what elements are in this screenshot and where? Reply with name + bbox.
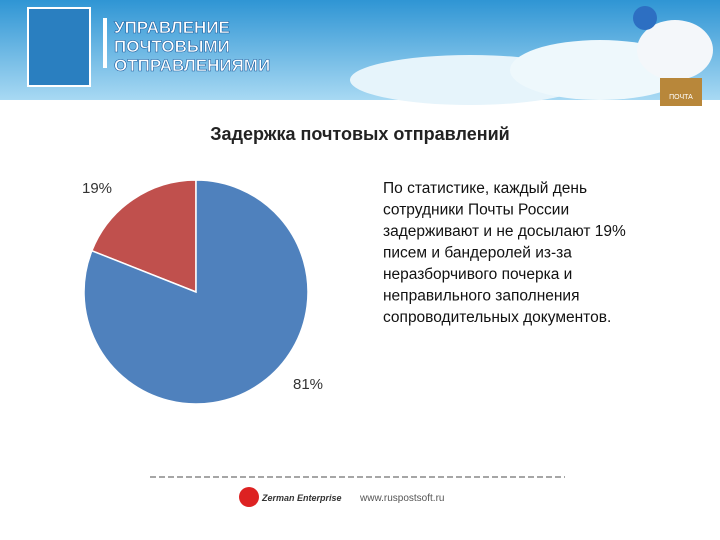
description-line: По статистике, каждый день bbox=[383, 180, 587, 197]
header-title-line: ОТПРАВЛЕНИЯМИ bbox=[114, 56, 270, 75]
value-label: 19% bbox=[82, 180, 112, 197]
description-line: сотрудники Почты России bbox=[383, 202, 569, 219]
company-name: Zerman Enterprise bbox=[261, 493, 342, 503]
description-line: неправильного заполнения bbox=[383, 288, 579, 305]
description-line: сопроводительных документов. bbox=[383, 309, 611, 326]
pie-slice bbox=[90, 179, 197, 294]
bird bbox=[637, 20, 713, 80]
bag-label: ПОЧТА bbox=[669, 94, 693, 101]
divider bbox=[103, 18, 107, 68]
pie-slice bbox=[83, 179, 309, 405]
value-label: 81% bbox=[293, 376, 323, 393]
header-title-line: ПОЧТОВЫМИ bbox=[114, 37, 230, 56]
description-line: писем и бандеролей из-за bbox=[383, 245, 572, 262]
header-title-line: УПРАВЛЕНИЕ bbox=[114, 18, 230, 37]
footer-url: www.ruspostsoft.ru bbox=[359, 493, 444, 504]
company-logo bbox=[239, 487, 259, 507]
bag bbox=[660, 78, 702, 106]
chart-title: Задержка почтовых отправлений bbox=[210, 124, 509, 144]
pie bbox=[83, 179, 309, 405]
bird-cap bbox=[633, 6, 657, 30]
description: По статистике, каждый день сотрудники Поч… bbox=[383, 180, 626, 326]
description-line: задерживают и не досылают 19% bbox=[383, 223, 626, 240]
box-cover bbox=[27, 7, 91, 87]
description-line: неразборчивого почерка и bbox=[383, 266, 572, 283]
